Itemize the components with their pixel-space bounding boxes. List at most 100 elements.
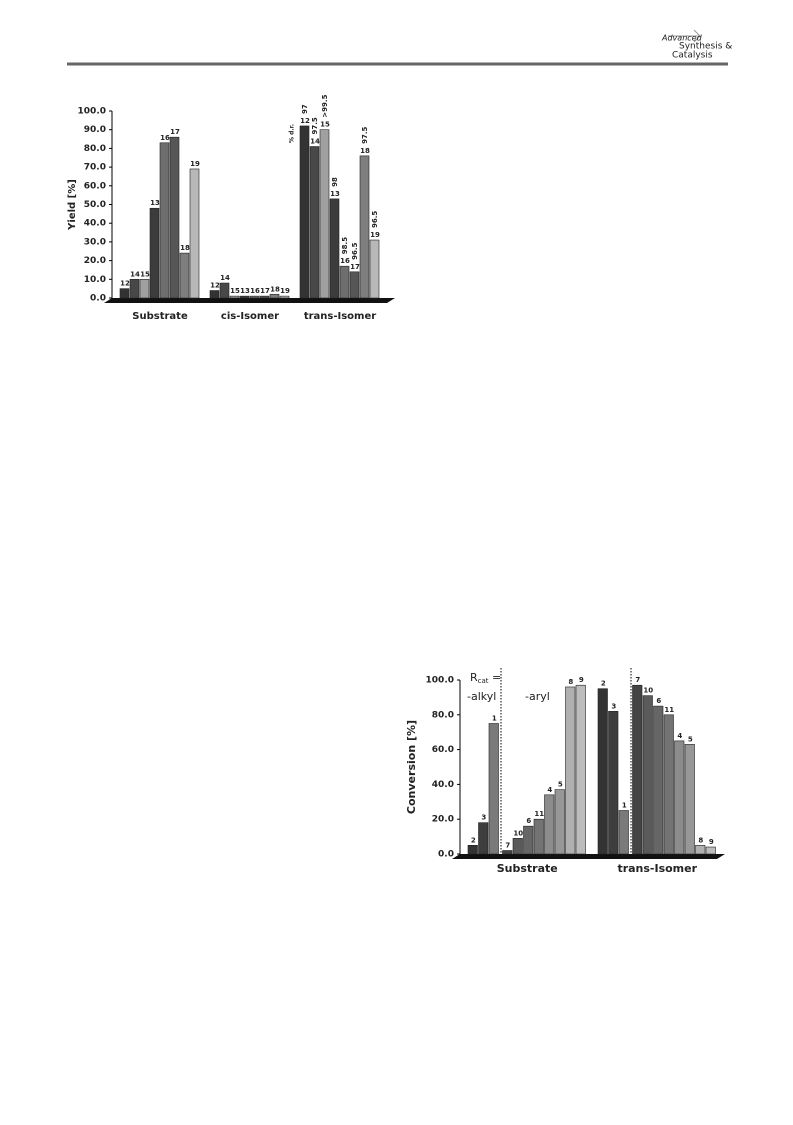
bar [279,295,290,299]
bar-label: 10 [643,687,653,695]
bar-label: 8 [568,678,573,686]
category-label: Substrate [497,862,558,875]
bar [259,295,270,299]
floor [452,854,725,859]
bar [349,271,360,299]
bar [359,155,370,299]
y-tick-label: 10.0 [84,275,106,285]
bar-label: 12 [210,282,220,290]
y-tick-label: 50.0 [84,200,106,210]
dr-label: 96.5 [371,211,379,228]
bar [119,288,130,299]
bar [632,684,643,855]
y-tick-label: 100.0 [426,676,454,686]
bar [179,252,190,299]
y-tick-label: 0.0 [90,294,106,304]
bar [544,794,555,855]
rcat-sub: cat [478,677,489,685]
y-tick-label: 100.0 [78,107,106,117]
journal-line: Catalysis [672,51,713,61]
bar-label: 4 [677,732,682,740]
bar-label: 14 [130,270,140,278]
floor [104,298,395,303]
y-tick-label: 60.0 [84,181,106,191]
bar [684,744,695,855]
logo-arrow [668,29,702,43]
bar [502,850,513,855]
bar-label: 15 [140,270,150,278]
bar-label: 3 [481,814,486,822]
category-label: trans-Isomer [304,311,376,322]
bar [512,838,523,855]
bar-label: 13 [150,199,160,207]
bar [488,723,499,855]
bar [565,686,576,855]
group-label: -alkyl [467,690,496,703]
group-label: -aryl [525,690,550,703]
category-label: Substrate [132,311,188,322]
bar-label: 11 [534,810,544,818]
bar-label: 15 [230,287,240,295]
bar [674,740,685,855]
bar [705,846,716,855]
bar [189,168,200,299]
bar [219,282,230,299]
rcat-base: R [470,671,478,684]
y-tick-label: 70.0 [84,163,106,173]
y-tick-label: 0.0 [438,850,454,860]
bar [608,711,619,855]
bar [209,290,220,299]
dr-label: 98.5 [341,237,349,254]
bar-label: 13 [330,190,340,198]
bar-label: 12 [120,280,130,288]
bar-label: 17 [170,128,180,136]
bar-label: 6 [526,817,531,825]
dr-label: 97.5 [361,126,369,143]
y-tick-label: 20.0 [84,256,106,266]
bar [159,142,170,299]
bar-label: 4 [547,786,552,794]
bar-label: 9 [709,838,714,846]
bar-label: 7 [505,842,510,850]
bar [249,295,260,299]
dr-label: 98 [331,177,339,187]
bar-label: 19 [280,287,290,295]
bar [695,844,706,855]
bar [467,844,478,855]
rcat-suffix: = [489,671,502,684]
bar-label: 6 [656,697,661,705]
bar [575,684,586,855]
bar-label: 10 [513,829,523,837]
bar [597,688,608,855]
bar [129,278,140,299]
bar-label: 11 [664,706,674,714]
bar-label: 13 [240,287,250,295]
y-tick-label: 30.0 [84,237,106,247]
bar [618,810,629,855]
y-axis-title: Conversion [%] [405,720,418,814]
bar-label: 15 [320,121,330,129]
bar-label: 8 [698,836,703,844]
y-tick-label: 40.0 [84,219,106,229]
bar-label: 14 [220,274,230,282]
bar [229,295,240,299]
bar [269,293,280,299]
rcat-label: Rcat = [470,671,501,685]
y-tick-label: 20.0 [432,815,454,825]
journal-line: Advanced [661,34,703,43]
journal-line: Synthesis & [679,42,732,52]
dr-title: % d.r. [289,124,296,143]
bar-label: 16 [340,257,350,265]
bar-label: 19 [370,231,380,239]
dr-label: 97.5 [311,117,319,134]
y-axis-title: Yield [%] [67,179,78,231]
y-tick-label: 80.0 [84,144,106,154]
bar-label: 14 [310,138,320,146]
bar-label: 16 [250,287,260,295]
bar-label: 1 [492,715,497,723]
y-tick-label: 90.0 [84,125,106,135]
bar [149,207,160,299]
bar-label: 12 [300,117,310,125]
bar-label: 7 [635,676,640,684]
